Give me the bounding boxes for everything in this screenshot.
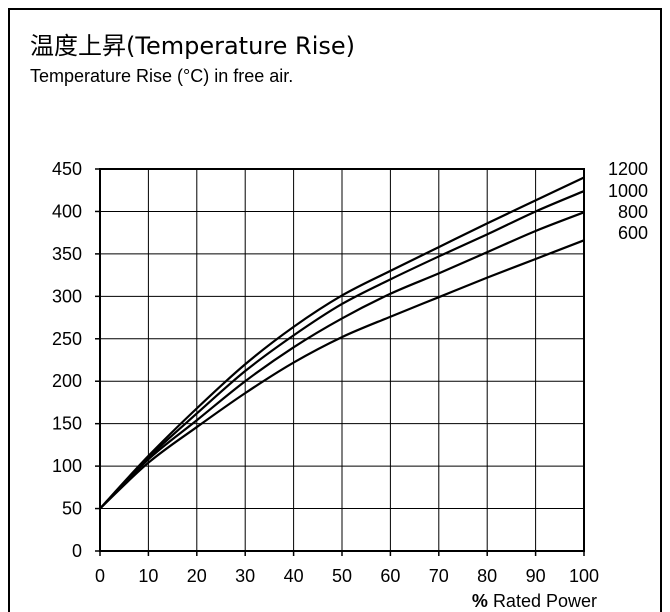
x-axis-label-text: Rated Power — [493, 591, 597, 611]
y-tick-label-0: 0 — [72, 541, 82, 561]
chart-subtitle: Temperature Rise (°C) in free air. — [30, 66, 294, 86]
y-tick-label-50: 50 — [62, 499, 82, 519]
x-tick-label-60: 60 — [380, 566, 400, 586]
series-line-1200 — [99, 176, 585, 510]
x-tick-label-10: 10 — [138, 566, 158, 586]
x-tick-label-30: 30 — [235, 566, 255, 586]
chart-grid — [95, 168, 585, 556]
series-line-1000 — [99, 190, 585, 510]
x-tick-label-90: 90 — [526, 566, 546, 586]
series-label-600: 600 — [618, 223, 648, 243]
series-line-800 — [99, 211, 585, 510]
y-tick-label-400: 400 — [52, 201, 82, 221]
y-tick-label-300: 300 — [52, 286, 82, 306]
x-tick-label-20: 20 — [187, 566, 207, 586]
x-tick-label-40: 40 — [284, 566, 304, 586]
y-tick-label-200: 200 — [52, 371, 82, 391]
y-tick-label-100: 100 — [52, 456, 82, 476]
x-tick-label-70: 70 — [429, 566, 449, 586]
x-tick-label-100: 100 — [569, 566, 599, 586]
x-axis-ticks: 0 10 20 30 40 50 60 70 80 90 100 — [95, 566, 599, 586]
series-label-1000: 1000 — [608, 181, 648, 201]
figure-frame — [8, 8, 662, 612]
x-tick-label-80: 80 — [477, 566, 497, 586]
y-axis-ticks: 0 50 100 150 200 250 300 350 400 450 — [52, 159, 82, 561]
series-label-800: 800 — [618, 202, 648, 222]
x-axis-label-percent: % — [472, 591, 488, 611]
y-tick-label-450: 450 — [52, 159, 82, 179]
chart-series — [99, 176, 585, 510]
y-tick-label-250: 250 — [52, 329, 82, 349]
y-tick-label-350: 350 — [52, 244, 82, 264]
y-tick-label-150: 150 — [52, 414, 82, 434]
chart-title: 温度上昇(Temperature Rise) — [30, 32, 355, 60]
x-tick-label-0: 0 — [95, 566, 105, 586]
x-tick-label-50: 50 — [332, 566, 352, 586]
series-label-1200: 1200 — [608, 159, 648, 179]
x-axis-label: % Rated Power — [472, 591, 597, 611]
series-line-600 — [99, 239, 585, 510]
